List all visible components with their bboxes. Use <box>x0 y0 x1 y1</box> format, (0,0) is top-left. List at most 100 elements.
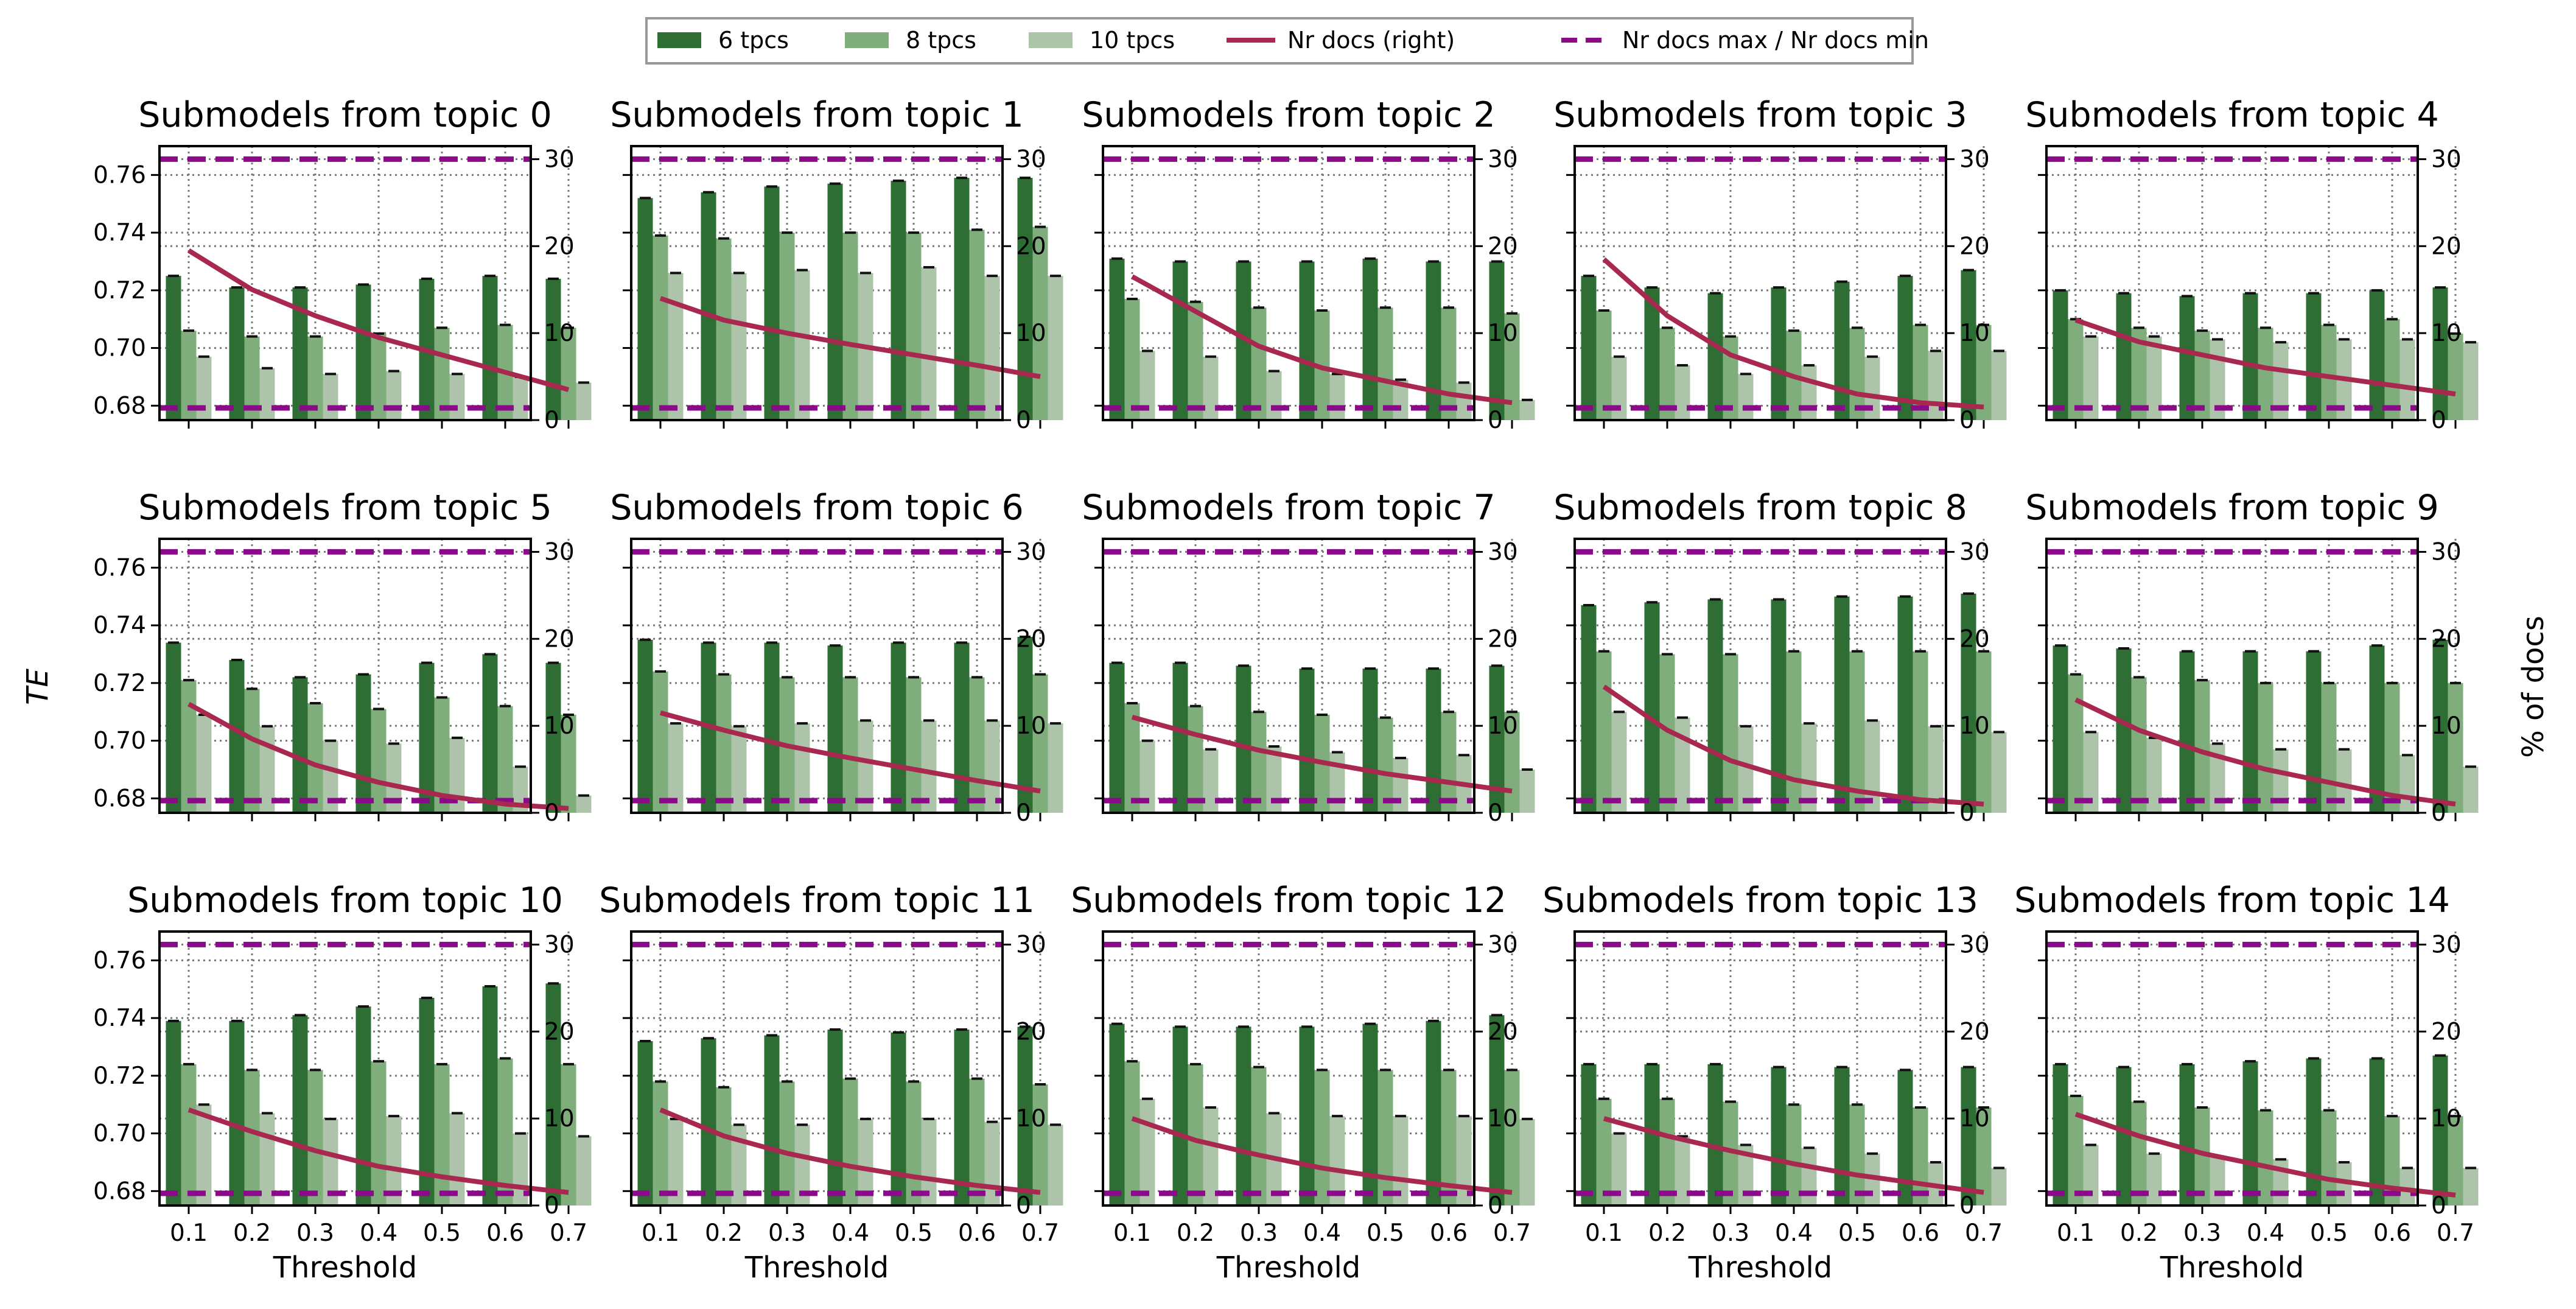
bar-tpcs8 <box>1659 1098 1675 1205</box>
bar-tpcs8 <box>244 1070 260 1205</box>
x-tick-label: 0.3 <box>1712 1220 1749 1247</box>
bar-tpcs8 <box>1659 328 1675 420</box>
y-right-tick-label: 10 <box>544 320 575 347</box>
bar-tpcs8 <box>1377 1070 1393 1205</box>
y-tick-label: 0.70 <box>93 335 146 362</box>
legend-swatch <box>657 32 701 48</box>
y-right-tick-label: 10 <box>544 1105 575 1132</box>
panel-title: Submodels from topic 0 <box>138 95 552 135</box>
x-tick-label: 0.3 <box>296 1220 334 1247</box>
bar-tpcs8 <box>1032 226 1048 420</box>
y-right-tick-label: 30 <box>1016 931 1046 958</box>
panel-topic-13: 0 10 20 30 0.1 0.2 0.3 0.4 0.5 0.6 0.7 Threshold Sub… <box>1542 880 2007 1285</box>
bar-tpcs6 <box>1581 605 1597 813</box>
bar-tpcs8 <box>1849 328 1865 420</box>
bar-tpcs6 <box>891 180 906 420</box>
bar-tpcs6 <box>229 1020 245 1205</box>
plot-frame <box>630 538 1004 814</box>
y-right-tick-label: 0 <box>1959 1192 1975 1220</box>
bar-tpcs10 <box>2399 755 2415 813</box>
bar-tpcs8 <box>181 1064 197 1205</box>
plot-frame <box>1573 145 1947 421</box>
y-tick-label: 0.72 <box>93 1062 146 1090</box>
bar-tpcs8 <box>2448 333 2463 420</box>
bar-tpcs6 <box>1172 662 1188 813</box>
y-tick-label: 0.68 <box>93 392 146 419</box>
right-y-axis-label: % of docs <box>2516 616 2550 758</box>
bar-tpcs6 <box>1771 287 1787 420</box>
bar-tpcs6 <box>166 642 181 813</box>
bar-tpcs6 <box>2179 296 2195 420</box>
x-tick-label: 0.4 <box>360 1220 397 1247</box>
bar-tpcs6 <box>2116 1067 2132 1205</box>
bar-tpcs8 <box>716 238 732 420</box>
legend-item-4: Nr docs max / Nr docs min <box>1561 27 1929 54</box>
y-right-tick-label: 0 <box>1959 407 1975 434</box>
bar-tpcs8 <box>779 1081 795 1205</box>
bar-tpcs6 <box>1581 1064 1597 1205</box>
x-tick-label: 0.7 <box>1021 1220 1059 1247</box>
panel-title: Submodels from topic 3 <box>1553 95 1967 135</box>
legend-swatch <box>845 32 889 48</box>
bar-tpcs8 <box>1441 712 1457 813</box>
y-tick-label: 0.68 <box>93 1177 146 1205</box>
bar-tpcs6 <box>2306 293 2322 420</box>
panel-title: Submodels from topic 9 <box>2025 488 2439 528</box>
bar-tpcs8 <box>1188 301 1203 420</box>
bar-tpcs8 <box>716 1087 732 1205</box>
bar-tpcs10 <box>1611 712 1627 813</box>
bar-tpcs6 <box>637 198 653 420</box>
x-axis-label: Threshold <box>273 1251 418 1285</box>
panel-topic-8: 0 10 20 30 Submodels from topic 8 <box>1553 488 2007 827</box>
y-right-tick-label: 20 <box>1488 625 1518 653</box>
bar-tpcs6 <box>1109 258 1125 420</box>
nr-docs-line <box>2074 317 2456 397</box>
plot-frame <box>2045 930 2419 1207</box>
y-right-tick-label: 20 <box>1488 1018 1518 1045</box>
nr-docs-line <box>659 296 1041 379</box>
panel-topic-5: 0.68 0.70 0.72 0.74 0.76 0 10 20 30 Submodels fro… <box>93 488 592 827</box>
x-tick-label: 0.3 <box>2183 1220 2221 1247</box>
bar-tpcs10 <box>2463 767 2479 813</box>
bar-tpcs8 <box>2131 1101 2147 1205</box>
bar-tpcs10 <box>323 374 338 420</box>
bar-tpcs6 <box>166 276 181 420</box>
y-right-tick-label: 10 <box>1488 712 1518 740</box>
bar-tpcs6 <box>954 178 970 420</box>
y-right-tick-label: 0 <box>2431 407 2446 434</box>
y-right-tick-label: 0 <box>2431 1192 2446 1220</box>
bar-tpcs8 <box>1377 307 1393 420</box>
bar-tpcs6 <box>637 639 653 813</box>
bar-tpcs8 <box>842 677 858 813</box>
bar-tpcs6 <box>2432 1055 2448 1205</box>
nr-docs-line <box>2074 1112 2456 1198</box>
bar-tpcs6 <box>482 986 498 1205</box>
bar-tpcs8 <box>561 328 576 420</box>
y-tick-label: 0.70 <box>93 1120 146 1148</box>
y-right-tick-label: 20 <box>1959 1018 1990 1045</box>
y-tick-label: 0.76 <box>93 947 146 974</box>
bar-tpcs6 <box>764 642 780 813</box>
legend-item-0: 6 tpcs <box>657 27 789 54</box>
bar-tpcs10 <box>1139 1098 1155 1205</box>
bar-tpcs8 <box>1596 311 1612 420</box>
plot-frame <box>630 145 1004 421</box>
nr-docs-line <box>659 710 1041 794</box>
bar-tpcs8 <box>969 230 985 420</box>
bar-tpcs6 <box>2369 645 2385 813</box>
nr-docs-line <box>187 248 570 392</box>
bar-tpcs10 <box>576 1136 592 1205</box>
bar-tpcs10 <box>196 714 212 813</box>
x-tick-label: 0.2 <box>233 1220 271 1247</box>
nr-docs-line <box>2074 697 2456 807</box>
bar-tpcs6 <box>1109 1023 1125 1205</box>
y-right-tick-label: 0 <box>2431 799 2446 827</box>
bar-tpcs6 <box>1961 270 1976 420</box>
panel-topic-1: 0 10 20 30 Submodels from topic 1 <box>610 95 1063 434</box>
panel-title: Submodels from topic 13 <box>1542 880 1978 921</box>
bar-tpcs6 <box>637 1041 653 1205</box>
y-right-tick-label: 10 <box>544 712 575 740</box>
y-right-tick-label: 30 <box>544 146 575 173</box>
bar-tpcs10 <box>196 1104 212 1205</box>
bar-tpcs10 <box>1048 1125 1063 1205</box>
